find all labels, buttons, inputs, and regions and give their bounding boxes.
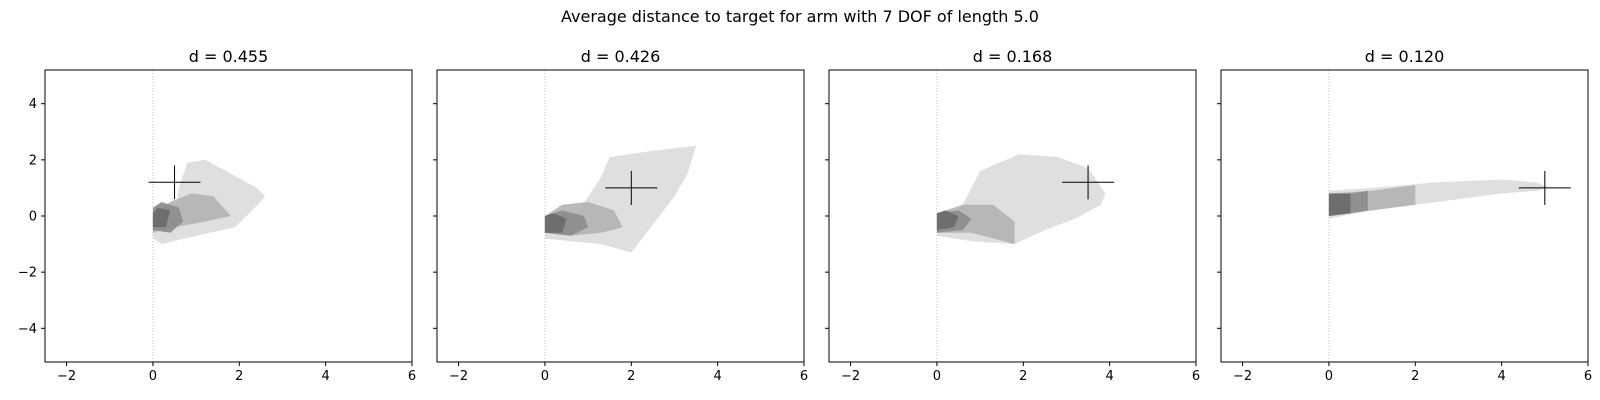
x-tick-label: 2 (235, 369, 243, 384)
x-tick-label: −2 (841, 369, 860, 384)
target-marker (1518, 170, 1571, 205)
figure-title: Average distance to target for arm with … (561, 7, 1039, 26)
x-tick-label: 6 (1584, 369, 1592, 384)
arm-envelope-darkest (1328, 193, 1351, 216)
y-tick-label: 2 (29, 153, 37, 168)
x-tick-label: 4 (1106, 369, 1114, 384)
x-tick-label: 4 (714, 369, 722, 384)
plot-area (148, 70, 266, 362)
subplot-2: d = 0.426 −2 0 2 4 6 (433, 47, 808, 384)
target-marker (605, 170, 658, 205)
subplot-title: d = 0.426 (581, 47, 661, 66)
subplot-3: d = 0.168 −2 0 2 4 6 (825, 47, 1200, 384)
x-tick-label: 6 (408, 369, 416, 384)
x-tick-label: 6 (1192, 369, 1200, 384)
x-tick-label: 4 (322, 369, 330, 384)
x-tick-label: 4 (1498, 369, 1506, 384)
x-tick-label: 0 (1325, 369, 1333, 384)
arm-envelope-light (544, 145, 697, 253)
x-tick-label: 0 (149, 369, 157, 384)
subplot-title: d = 0.168 (973, 47, 1053, 66)
arm-envelope-darkest (152, 207, 171, 228)
target-marker (1062, 165, 1115, 200)
x-tick-label: 2 (1411, 369, 1419, 384)
x-tick-label: 6 (800, 369, 808, 384)
x-tick-label: −2 (449, 369, 468, 384)
arm-envelope-darkest (936, 210, 959, 230)
axes-frame (1220, 69, 1589, 363)
arm-envelope-darkest (544, 213, 567, 233)
x-tick-label: 0 (933, 369, 941, 384)
x-tick-label: 2 (627, 369, 635, 384)
x-tick-label: 0 (541, 369, 549, 384)
plot-area (544, 70, 697, 362)
y-tick-label: −4 (18, 322, 37, 337)
subplot-4: d = 0.120 −2 0 2 4 6 (1217, 47, 1592, 384)
x-tick-label: 2 (1019, 369, 1027, 384)
subplot-title: d = 0.455 (189, 47, 269, 66)
target-marker (148, 165, 201, 200)
y-tick-label: −2 (18, 266, 37, 281)
y-tick-label: 4 (29, 97, 37, 112)
y-tick-label: 0 (29, 210, 37, 225)
x-tick-label: −2 (1233, 369, 1252, 384)
x-tick-label: −2 (57, 369, 76, 384)
plot-area (936, 70, 1115, 362)
subplot-1: d = 0.455 −2 0 2 4 6 −4 −2 0 2 4 (18, 47, 416, 384)
subplot-title: d = 0.120 (1365, 47, 1445, 66)
plot-area (1328, 70, 1571, 362)
